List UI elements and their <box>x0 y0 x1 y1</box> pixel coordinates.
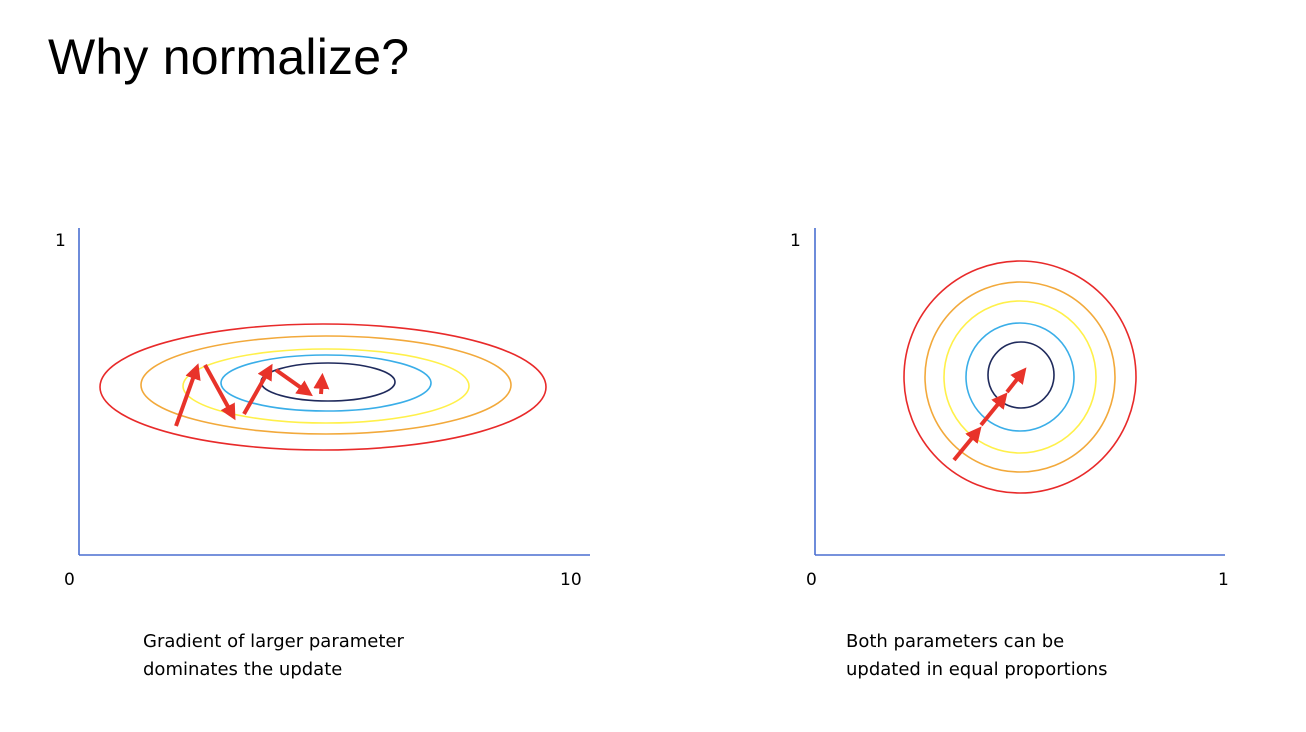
right-step-arrow-2 <box>979 392 1008 427</box>
right-contour-1 <box>903 260 1137 494</box>
right-step-arrow-3 <box>1005 367 1027 394</box>
left-plot: 1 0 10 <box>55 228 590 590</box>
left-step-arrow-3 <box>242 363 273 415</box>
right-caption-line-2: updated in equal proportions <box>846 659 1108 680</box>
left-y-max-label: 1 <box>55 231 66 251</box>
right-x-max-label: 1 <box>1218 570 1229 590</box>
left-gradient-steps <box>174 363 330 427</box>
right-contour-4 <box>965 322 1075 432</box>
left-contour-2 <box>140 335 512 435</box>
left-step-arrow-2 <box>203 364 236 421</box>
left-contour-4 <box>220 354 432 412</box>
right-plot: 1 0 1 <box>790 228 1229 590</box>
right-gradient-steps <box>952 367 1027 462</box>
left-contour-5 <box>260 362 396 402</box>
right-y-max-label: 1 <box>790 231 801 251</box>
right-contour-2 <box>924 281 1116 473</box>
right-contour-3 <box>943 300 1097 454</box>
slide-title: Why normalize? <box>48 29 410 85</box>
left-contour-1 <box>99 323 547 451</box>
left-step-arrow-5 <box>313 372 330 395</box>
right-contour-5 <box>987 341 1055 409</box>
left-x-max-label: 10 <box>560 570 582 590</box>
right-caption: Both parameters can be updated in equal … <box>846 628 1108 684</box>
left-caption-line-1: Gradient of larger parameter <box>143 631 404 652</box>
left-x-min-label: 0 <box>64 570 75 590</box>
left-caption: Gradient of larger parameter dominates t… <box>143 628 404 684</box>
left-caption-line-2: dominates the update <box>143 659 343 680</box>
left-contour-3 <box>182 348 470 424</box>
right-step-arrow-1 <box>952 426 982 462</box>
right-x-min-label: 0 <box>806 570 817 590</box>
left-step-arrow-1 <box>174 363 201 427</box>
left-step-arrow-4 <box>274 368 313 397</box>
right-caption-line-1: Both parameters can be <box>846 631 1065 652</box>
